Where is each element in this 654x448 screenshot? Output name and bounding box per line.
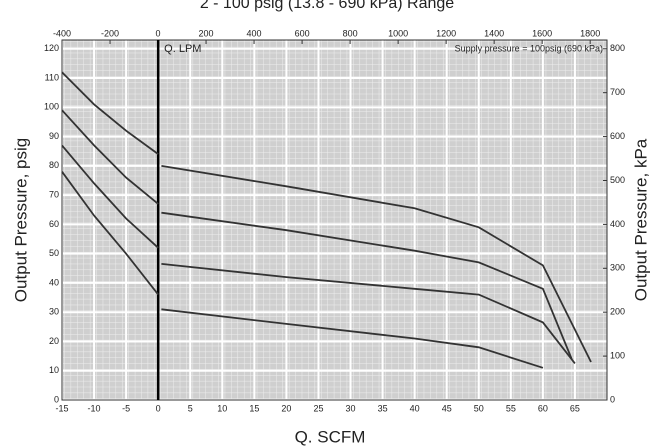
y-axis-label: Output Pressure, psig bbox=[11, 138, 30, 302]
series-line bbox=[61, 71, 592, 363]
y-tick-label: 30 bbox=[49, 307, 59, 317]
series-line bbox=[61, 144, 576, 364]
x-tick-label: 15 bbox=[249, 403, 259, 413]
annotation: Supply pressure = 100psig (690 kPa) bbox=[455, 43, 603, 53]
x-tick-label: 30 bbox=[346, 403, 356, 413]
y-tick-label: 80 bbox=[49, 160, 59, 170]
x2-tick-label: 1400 bbox=[484, 28, 504, 38]
y2-tick-label: 0 bbox=[610, 394, 615, 404]
y-tick-label: 0 bbox=[54, 394, 59, 404]
y2-tick-label: 300 bbox=[610, 263, 625, 273]
x-tick-label: 20 bbox=[281, 403, 291, 413]
x-axis-label: Q. SCFM bbox=[295, 427, 366, 446]
x-tick-label: 65 bbox=[570, 403, 580, 413]
y2-tick-label: 700 bbox=[610, 87, 625, 97]
x2-tick-label: 600 bbox=[295, 28, 310, 38]
y-tick-label: 100 bbox=[44, 102, 59, 112]
x-tick-label: 25 bbox=[313, 403, 323, 413]
plot-background bbox=[62, 40, 607, 400]
x-tick-label: -10 bbox=[88, 403, 101, 413]
x2-tick-label: 400 bbox=[247, 28, 262, 38]
y2-axis-label: Output Pressure, kPa bbox=[631, 138, 650, 301]
y2-tick-label: 500 bbox=[610, 175, 625, 185]
x2-tick-label: 200 bbox=[199, 28, 214, 38]
y2-tick-label: 100 bbox=[610, 350, 625, 360]
x-tick-label: 35 bbox=[378, 403, 388, 413]
y2-tick-label: 200 bbox=[610, 307, 625, 317]
x2-tick-label: 1000 bbox=[388, 28, 408, 38]
x-tick-label: 45 bbox=[442, 403, 452, 413]
y-tick-label: 20 bbox=[49, 336, 59, 346]
x2-tick-label: -400 bbox=[53, 28, 71, 38]
y-tick-label: 70 bbox=[49, 189, 59, 199]
x-tick-label: 40 bbox=[410, 403, 420, 413]
y2-tick-label: 800 bbox=[610, 43, 625, 53]
y-tick-label: 120 bbox=[44, 43, 59, 53]
x-tick-label: 50 bbox=[474, 403, 484, 413]
plot-frame bbox=[61, 39, 608, 401]
chart-title: 2 - 100 psig (13.8 - 690 kPa) Range bbox=[200, 0, 454, 12]
y-tick-label: 90 bbox=[49, 131, 59, 141]
x-tick-label: -15 bbox=[55, 403, 68, 413]
x2-tick-label: 1200 bbox=[436, 28, 456, 38]
x2-tick-label: 1600 bbox=[532, 28, 552, 38]
x-tick-label: 5 bbox=[188, 403, 193, 413]
x-tick-label: 60 bbox=[538, 403, 548, 413]
x-tick-label: 55 bbox=[506, 403, 516, 413]
x2-tick-label: 800 bbox=[343, 28, 358, 38]
y-tick-label: 10 bbox=[49, 365, 59, 375]
x2-tick-label: 1800 bbox=[580, 28, 600, 38]
x-tick-label: 0 bbox=[156, 403, 161, 413]
x-tick-label: 10 bbox=[217, 403, 227, 413]
y-tick-label: 110 bbox=[45, 72, 59, 82]
x-tick-label: -5 bbox=[122, 403, 130, 413]
x2-axis-label: Q. LPM bbox=[164, 43, 201, 55]
y2-tick-label: 600 bbox=[610, 131, 625, 141]
x2-tick-label: -200 bbox=[101, 28, 119, 38]
y2-tick-label: 400 bbox=[610, 219, 625, 229]
series-line bbox=[61, 109, 573, 360]
x2-tick-label: 0 bbox=[156, 28, 161, 38]
y-tick-label: 60 bbox=[49, 219, 59, 229]
y-tick-label: 50 bbox=[49, 248, 59, 258]
y-tick-label: 40 bbox=[49, 277, 59, 287]
series-line bbox=[61, 171, 544, 369]
